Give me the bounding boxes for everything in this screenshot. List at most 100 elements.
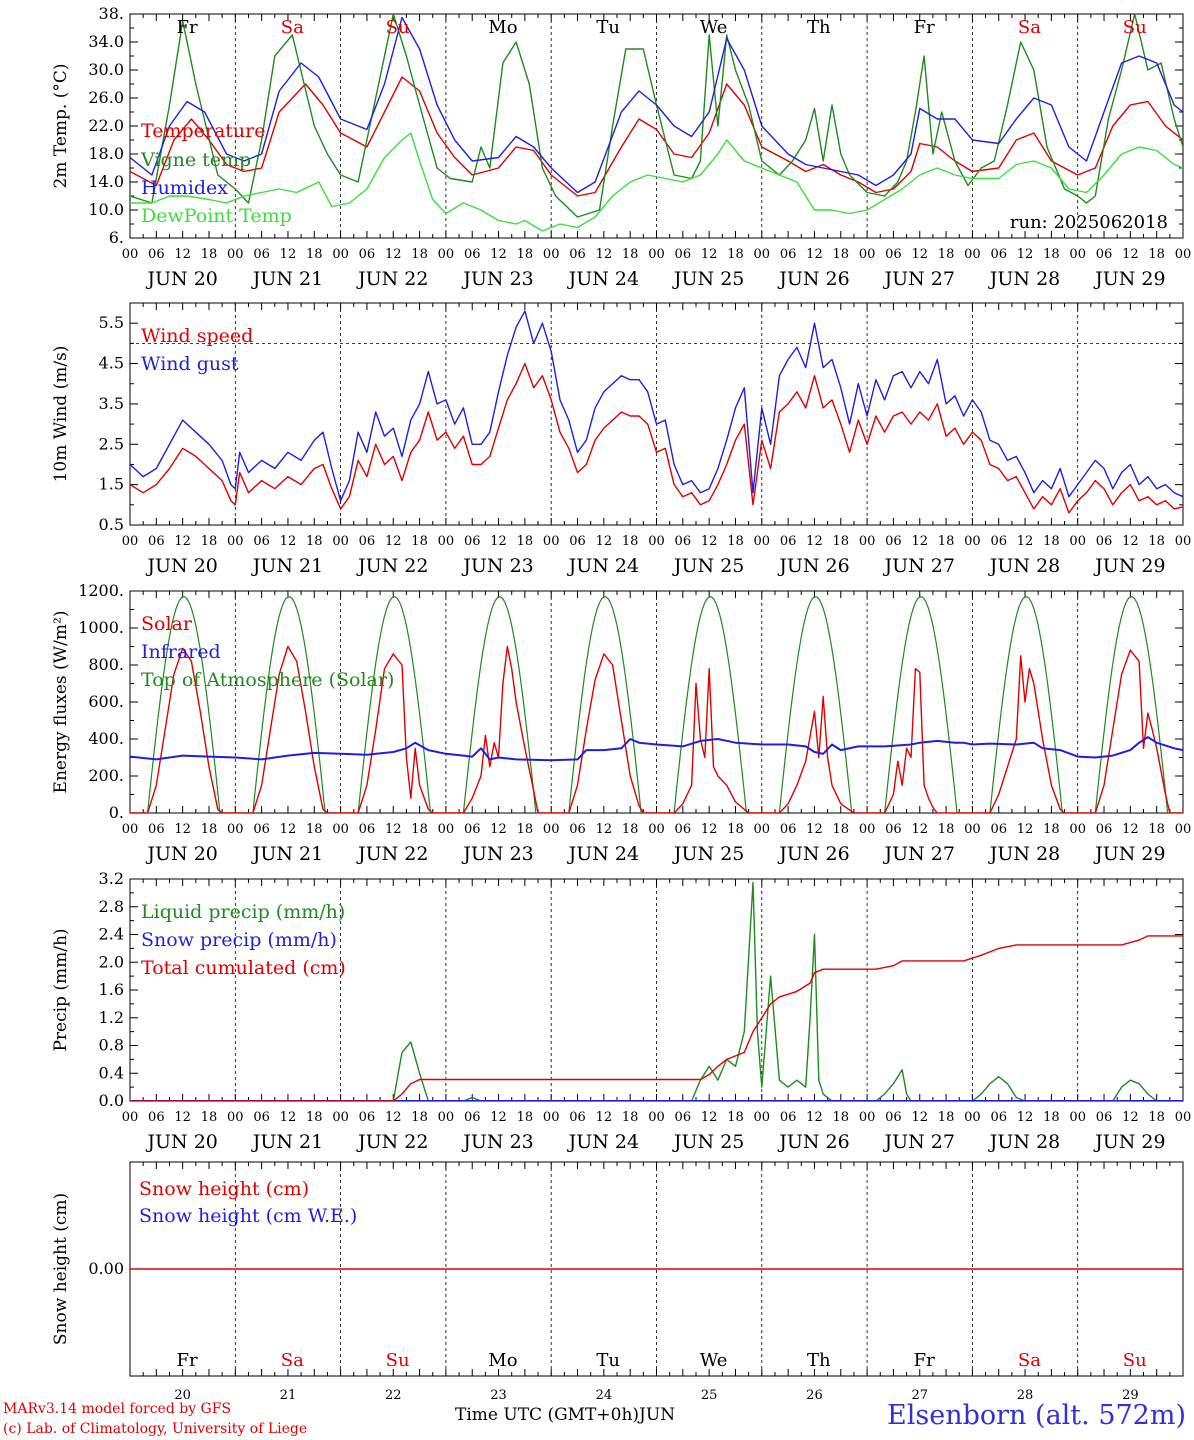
day-number-label: 28 <box>1017 1388 1034 1403</box>
hour-tick-label: 00 <box>754 1110 771 1125</box>
hour-tick-label: 12 <box>174 822 191 837</box>
hour-tick-label: 12 <box>385 822 402 837</box>
day-date-label: JUN 23 <box>461 268 533 290</box>
y-tick-label: 30.0 <box>88 60 124 79</box>
hour-tick-label: 00 <box>859 534 876 549</box>
hour-tick-label: 12 <box>490 247 507 262</box>
hour-tick-label: 00 <box>122 822 139 837</box>
hour-tick-label: 00 <box>648 247 665 262</box>
series-line-total-cumulated-cm- <box>130 935 1183 1101</box>
hour-tick-label: 06 <box>990 1110 1007 1125</box>
hour-tick-label: 00 <box>648 534 665 549</box>
day-date-label: JUN 29 <box>1093 555 1165 577</box>
hour-tick-label: 00 <box>543 247 560 262</box>
hour-tick-label: 12 <box>1017 1110 1034 1125</box>
hour-tick-label: 06 <box>359 534 376 549</box>
day-date-label: JUN 23 <box>461 1131 533 1153</box>
y-tick-label: 5.5 <box>99 313 124 332</box>
hour-tick-label: 00 <box>438 1110 455 1125</box>
hour-tick-label: 18 <box>411 822 428 837</box>
hour-tick-label: 06 <box>780 534 797 549</box>
hour-tick-label: 12 <box>701 822 718 837</box>
day-date-label: JUN 20 <box>145 843 217 865</box>
hour-tick-label: 06 <box>253 1110 270 1125</box>
hour-tick-label: 06 <box>148 247 165 262</box>
y-tick-label: 1.6 <box>99 980 124 999</box>
hour-tick-label: 12 <box>806 822 823 837</box>
hour-tick-label: 12 <box>911 822 928 837</box>
y-axis-label: Snow height (cm) <box>51 1193 71 1345</box>
hour-tick-label: 06 <box>990 534 1007 549</box>
y-tick-label: 1200. <box>78 581 124 600</box>
hour-tick-label: 18 <box>201 1110 218 1125</box>
hour-tick-label: 12 <box>701 534 718 549</box>
hour-tick-label: 00 <box>122 1110 139 1125</box>
hour-tick-label: 18 <box>306 247 323 262</box>
day-number-label: 27 <box>911 1388 928 1403</box>
day-abbr-bottom: Sa <box>1018 1350 1041 1371</box>
y-tick-label: 400. <box>88 729 124 748</box>
y-tick-label: 0.4 <box>99 1063 124 1082</box>
hour-tick-label: 12 <box>1122 534 1139 549</box>
hour-tick-label: 12 <box>280 1110 297 1125</box>
hour-tick-label: 18 <box>833 534 850 549</box>
day-date-label: JUN 21 <box>251 268 323 290</box>
hour-tick-label: 00 <box>1069 822 1086 837</box>
day-abbr-bottom: Sa <box>281 1350 304 1371</box>
hour-tick-label: 12 <box>490 534 507 549</box>
hour-tick-label: 12 <box>1122 247 1139 262</box>
hour-tick-label: 18 <box>727 1110 744 1125</box>
hour-tick-label: 18 <box>517 1110 534 1125</box>
y-tick-label: 0.0 <box>99 1091 124 1110</box>
y-tick-label: 0.00 <box>88 1259 124 1278</box>
hour-tick-label: 00 <box>227 534 244 549</box>
hour-tick-label: 18 <box>201 534 218 549</box>
hour-tick-label: 18 <box>938 822 955 837</box>
y-tick-label: 4.5 <box>99 354 124 373</box>
y-tick-label: 600. <box>88 692 124 711</box>
y-tick-label: 1.2 <box>99 1008 124 1027</box>
day-number-label: 20 <box>174 1388 191 1403</box>
hour-tick-label: 12 <box>596 1110 613 1125</box>
y-tick-label: 2.0 <box>99 952 124 971</box>
hour-tick-label: 00 <box>859 247 876 262</box>
hour-tick-label: 12 <box>385 1110 402 1125</box>
hour-tick-label: 18 <box>306 534 323 549</box>
panel-0 <box>129 13 1184 239</box>
hour-tick-label: 06 <box>569 534 586 549</box>
hour-tick-label: 18 <box>622 1110 639 1125</box>
day-date-label: JUN 22 <box>356 1131 428 1153</box>
hour-tick-label: 18 <box>1148 822 1165 837</box>
hour-tick-label: 18 <box>833 822 850 837</box>
day-date-label: JUN 23 <box>461 555 533 577</box>
hour-tick-label: 18 <box>411 534 428 549</box>
hour-tick-label: 00 <box>332 534 349 549</box>
time-axis-text: Time UTC (GMT+0h) <box>455 1405 640 1425</box>
hour-tick-label: 06 <box>780 1110 797 1125</box>
series-line-solar <box>130 645 1183 813</box>
hour-tick-label: 06 <box>359 247 376 262</box>
hour-tick-label: 06 <box>359 822 376 837</box>
hour-tick-label: 12 <box>1122 822 1139 837</box>
series-line-temperature <box>130 76 1183 197</box>
day-number-label: 21 <box>280 1388 297 1403</box>
day-date-label: JUN 24 <box>567 268 639 290</box>
hour-tick-label: 00 <box>1069 247 1086 262</box>
day-date-label: JUN 22 <box>356 268 428 290</box>
day-date-label: JUN 27 <box>883 555 955 577</box>
hour-tick-label: 06 <box>675 534 692 549</box>
y-tick-label: 2.8 <box>99 897 124 916</box>
hour-tick-label: 12 <box>806 247 823 262</box>
day-abbr-top: Mo <box>488 17 517 38</box>
month-label: JUN <box>639 1405 676 1425</box>
panel-3 <box>129 878 1184 1102</box>
day-date-label: JUN 29 <box>1093 843 1165 865</box>
hour-tick-label: 00 <box>859 822 876 837</box>
hour-tick-label: 06 <box>253 534 270 549</box>
hour-tick-label: 00 <box>332 1110 349 1125</box>
hour-tick-label: 18 <box>938 534 955 549</box>
hour-tick-label: 18 <box>1043 247 1060 262</box>
hour-tick-label: 18 <box>1043 1110 1060 1125</box>
y-tick-label: 18.0 <box>88 144 124 163</box>
y-tick-label: 0.8 <box>99 1036 124 1055</box>
